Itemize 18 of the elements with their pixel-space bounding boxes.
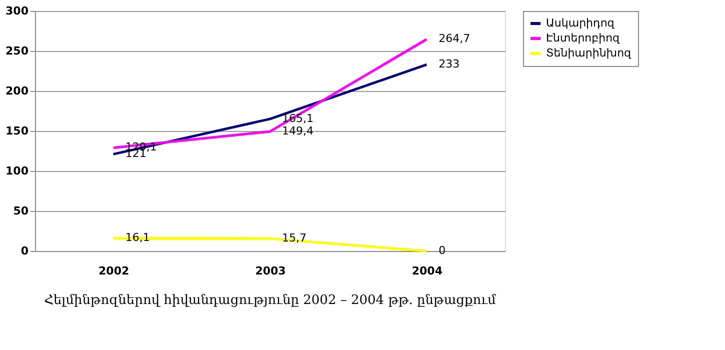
legend-label: Տենիարինխոզ bbox=[546, 46, 632, 60]
y-tick-label: 150 bbox=[6, 124, 29, 138]
data-label: 149,4 bbox=[282, 124, 314, 138]
legend-label: Ասկարիդոզ bbox=[546, 16, 616, 30]
legend-label: Էնտերոբիոզ bbox=[546, 32, 621, 44]
y-tick-label: 200 bbox=[6, 84, 29, 98]
x-tick-label: 2002 bbox=[98, 264, 130, 278]
data-label: 233 bbox=[438, 58, 460, 71]
y-tick-label: 250 bbox=[6, 44, 29, 58]
x-tick-label: 2004 bbox=[412, 264, 443, 278]
data-label: 264,7 bbox=[438, 32, 470, 46]
text: Հելմինթոզներով հիվանդացությունը 2002 – 2004 թթ. ընթացքում bbox=[44, 293, 496, 308]
y-tick-label: 50 bbox=[13, 204, 29, 218]
data-label: 0 bbox=[438, 244, 446, 257]
y-tick-label: 300 bbox=[6, 4, 29, 18]
x-tick-label: 2003 bbox=[255, 264, 286, 278]
y-tick-label: 100 bbox=[6, 164, 29, 178]
y-tick-label: 0 bbox=[20, 244, 29, 258]
